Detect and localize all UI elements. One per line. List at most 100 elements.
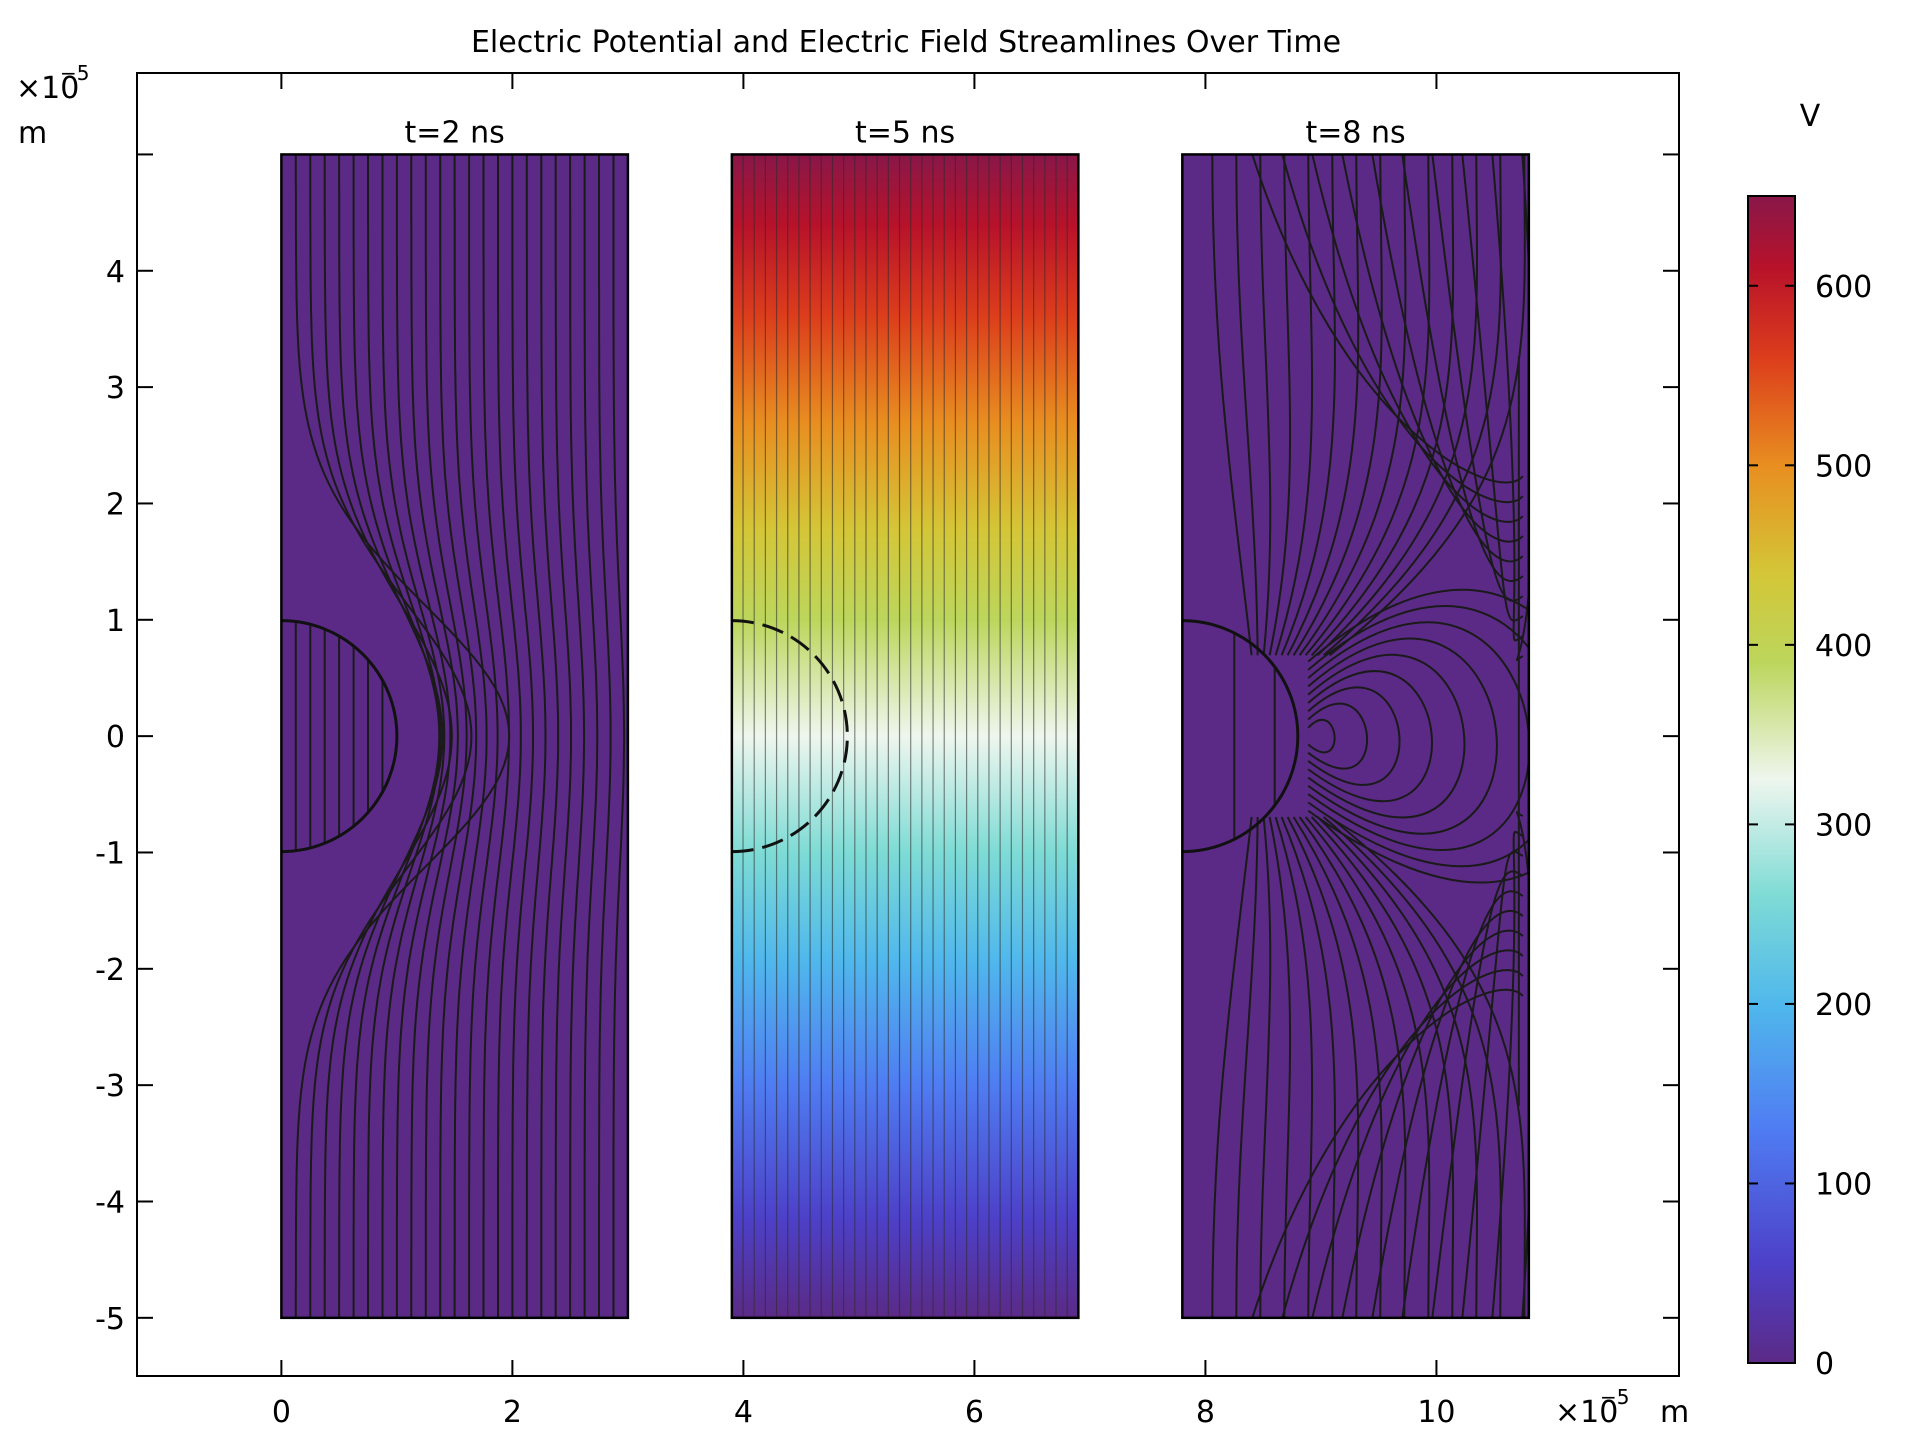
- panel-border: [1181, 153, 1531, 1320]
- y-tick-label: 1: [106, 604, 125, 639]
- streamline: [1307, 686, 1401, 786]
- streamline: [497, 154, 522, 1318]
- sphere-outline: [1182, 619, 1300, 854]
- y-tick-label: -4: [95, 1185, 125, 1220]
- streamline: [1304, 816, 1431, 1318]
- x-axis-multiplier-base: ×10: [1555, 1395, 1618, 1430]
- streamline: [1329, 816, 1526, 1318]
- streamline: [1235, 154, 1259, 656]
- streamline: [1311, 949, 1524, 1318]
- colorbar-unit: V: [1800, 99, 1821, 134]
- panel-3: t=8 ns: [1181, 115, 1531, 1320]
- sphere-outline: [281, 619, 399, 854]
- y-axis-multiplier-exponent: −5: [60, 61, 89, 85]
- streamline: [1307, 702, 1368, 770]
- colorbar-tick-label: 500: [1815, 449, 1872, 484]
- streamlines: [294, 154, 626, 1318]
- axes-frame: [136, 72, 1680, 1377]
- panel-label: t=5 ns: [855, 115, 955, 150]
- streamline: [1515, 811, 1529, 1318]
- streamline: [1307, 637, 1498, 835]
- streamline: [1307, 653, 1466, 819]
- x-tick-label: 10: [1417, 1395, 1455, 1430]
- streamline: [511, 154, 534, 1318]
- streamline: [439, 154, 478, 1318]
- streamline: [309, 154, 473, 1318]
- streamline: [1310, 816, 1455, 1318]
- streamline: [424, 154, 468, 1318]
- streamline: [1304, 154, 1431, 656]
- streamline: [554, 154, 572, 1318]
- streamline: [1322, 816, 1502, 1318]
- streamline: [1316, 154, 1478, 657]
- streamline: [1292, 154, 1383, 656]
- streamline: [1281, 154, 1524, 504]
- streamline: [1211, 154, 1253, 656]
- chart-title: Electric Potential and Electric Field St…: [471, 25, 1341, 60]
- streamline: [338, 154, 444, 1318]
- colorbar-ticks: 0 100 200 300 400 500 600: [1748, 270, 1872, 1382]
- streamline: [569, 154, 586, 1318]
- x-tick-label: 6: [965, 1395, 984, 1430]
- streamline: [1281, 969, 1524, 1318]
- streamline: [583, 154, 599, 1318]
- streamline: [1371, 909, 1524, 1318]
- y-axis-ticks: 4 3 2 1 0 -1 -2 -3 -4 -5: [95, 153, 1679, 1337]
- streamline: [1401, 890, 1524, 1318]
- x-axis-unit: m: [1660, 1395, 1689, 1430]
- x-tick-label: 8: [1196, 1395, 1215, 1430]
- colorbar-gradient: [1747, 195, 1796, 1364]
- streamline: [1310, 154, 1455, 656]
- streamlines: [1211, 154, 1529, 1318]
- x-axis-multiplier-exponent: −5: [1600, 1385, 1629, 1409]
- streamline: [598, 154, 612, 1318]
- streamline: [1268, 816, 1292, 1318]
- colorbar: V 0 100 200 300 400 500 600: [1747, 99, 1872, 1382]
- streamline: [1316, 816, 1478, 1318]
- y-tick-label: 3: [106, 371, 125, 406]
- streamline: [1515, 154, 1529, 662]
- y-tick-label: 0: [106, 720, 125, 755]
- streamline: [1371, 154, 1524, 563]
- streamline: [1491, 154, 1524, 642]
- y-axis-multiplier-base: ×10: [16, 71, 79, 106]
- streamline: [1274, 154, 1314, 656]
- streamline: [1286, 816, 1360, 1318]
- streamline: [381, 154, 446, 1318]
- streamline: [1268, 154, 1292, 656]
- streamline: [1311, 154, 1524, 523]
- y-tick-label: -3: [95, 1069, 125, 1104]
- y-axis-unit: m: [18, 116, 47, 151]
- streamline: [410, 154, 459, 1318]
- y-tick-label: -2: [95, 953, 125, 988]
- y-tick-label: -5: [95, 1302, 125, 1337]
- panels: t=2 ns t=5 ns t=8 ns: [280, 115, 1531, 1320]
- streamline: [468, 154, 499, 1318]
- y-tick-label: 2: [106, 487, 125, 522]
- streamline: [453, 154, 488, 1318]
- streamline: [367, 154, 442, 1318]
- streamline: [1329, 154, 1526, 657]
- streamline: [1322, 154, 1502, 657]
- streamline: [1491, 830, 1524, 1318]
- streamline: [612, 154, 626, 1318]
- streamline: [1259, 154, 1272, 656]
- streamlines: [742, 154, 1068, 1318]
- streamline: [540, 154, 560, 1318]
- streamline: [352, 154, 441, 1318]
- streamline: [1341, 154, 1524, 543]
- streamline: [1235, 816, 1259, 1318]
- streamline: [525, 154, 547, 1318]
- colorbar-tick-label: 400: [1815, 629, 1872, 664]
- streamline: [1292, 816, 1383, 1318]
- colorbar-tick-label: 600: [1815, 270, 1872, 305]
- streamline: [1401, 154, 1524, 583]
- panel-label: t=8 ns: [1305, 115, 1405, 150]
- streamline: [1307, 588, 1529, 884]
- colorbar-tick-label: 300: [1815, 808, 1872, 843]
- x-axis-ticks: 0 2 4 6 8 10: [272, 73, 1456, 1430]
- streamline: [1274, 816, 1314, 1318]
- potential-field: [731, 154, 1079, 1318]
- streamline: [1259, 816, 1272, 1318]
